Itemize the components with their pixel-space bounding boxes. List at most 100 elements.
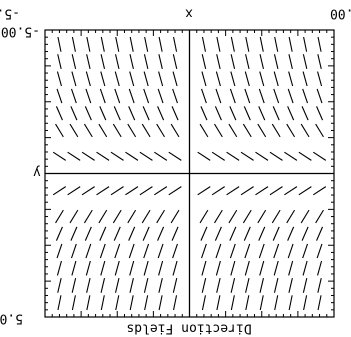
slope-segment (273, 260, 279, 276)
slope-segment (129, 295, 134, 311)
slope-segment (200, 226, 208, 241)
slope-segment (113, 226, 121, 241)
slope-segment (141, 209, 151, 224)
slope-segment (230, 54, 236, 69)
slope-segment (52, 186, 67, 196)
slope-segment (85, 88, 92, 104)
slope-segment (244, 88, 251, 104)
slope-segment (201, 243, 207, 259)
slope-segment (71, 278, 77, 293)
slope-segment (215, 260, 221, 276)
slope-segment (85, 71, 91, 87)
slope-segment (156, 123, 165, 138)
slope-segment (98, 209, 108, 224)
slope-segment (114, 71, 120, 87)
slope-segment (288, 54, 293, 69)
slope-segment (142, 106, 150, 121)
slope-segment (317, 295, 322, 311)
slope-segment (298, 151, 312, 161)
slope-segment (139, 151, 153, 161)
slope-segment (144, 36, 149, 52)
slope-segment (143, 260, 149, 276)
slope-segment (243, 226, 251, 241)
slope-segment (273, 243, 280, 259)
slope-segment (99, 243, 106, 259)
slope-segment (199, 209, 209, 224)
slope-segment (315, 209, 324, 224)
slope-segment (214, 123, 223, 138)
slope-segment (114, 243, 121, 259)
slope-segment (302, 243, 309, 259)
slope-segment (157, 106, 165, 121)
slope-segment (56, 260, 62, 276)
slope-segment (154, 151, 168, 161)
slope-segment (100, 54, 106, 69)
slope-segment (84, 226, 92, 241)
slope-segment (240, 151, 254, 161)
slope-segment (302, 278, 308, 293)
slope-segment (128, 88, 135, 104)
slope-segment (274, 36, 279, 52)
slope-segment (258, 243, 265, 259)
slope-segment (56, 71, 62, 87)
slope-segment (171, 226, 179, 241)
slope-segment (98, 123, 108, 138)
slope-segment (173, 295, 178, 311)
slope-segment (271, 123, 281, 138)
slope-segment (171, 106, 179, 121)
slope-segment (228, 209, 238, 224)
slope-segment (273, 54, 279, 69)
slope-segment (86, 278, 91, 293)
slope-segment (170, 123, 180, 138)
slope-segment (168, 151, 182, 161)
slope-segment (114, 88, 121, 104)
slope-segment (110, 186, 124, 196)
slope-segment (201, 71, 207, 87)
slope-segment (71, 71, 77, 87)
slope-segment (70, 226, 78, 241)
slope-segment (158, 71, 164, 87)
slope-segment (317, 278, 322, 293)
slope-segment (113, 106, 121, 121)
slope-segment (141, 123, 151, 138)
slope-segment (70, 243, 77, 259)
slope-segment (100, 36, 105, 52)
slope-segment (158, 295, 163, 311)
slope-segment (258, 106, 266, 121)
slope-segment (158, 36, 163, 52)
slope-segment (143, 278, 149, 293)
slope-segment (200, 106, 208, 121)
slope-segment (229, 243, 236, 259)
slope-segment (129, 36, 134, 52)
slope-segment (158, 260, 164, 276)
slope-segment (255, 151, 269, 161)
slope-segment (258, 88, 265, 104)
slope-segment (316, 88, 323, 104)
slope-segment (286, 209, 296, 224)
slope-segment (129, 260, 135, 276)
slope-segment (86, 54, 91, 69)
slope-segment (242, 123, 252, 138)
slope-segment (201, 278, 207, 293)
slope-segment (100, 278, 106, 293)
slope-segment (99, 88, 106, 104)
slope-segment (215, 88, 222, 104)
slope-segment (96, 151, 110, 161)
slope-segment (216, 36, 221, 52)
slope-segment (315, 123, 324, 138)
slope-segment (245, 36, 250, 52)
slope-segment (259, 71, 265, 87)
slope-segment (86, 36, 91, 52)
slope-segment (85, 243, 92, 259)
slope-segment (197, 186, 211, 196)
slope-segment (157, 243, 164, 259)
slope-segment (214, 209, 223, 224)
slope-segment (245, 295, 250, 311)
slope-segment (81, 151, 95, 161)
slope-segment (115, 36, 120, 52)
slope-segment (230, 260, 236, 276)
slope-segment (288, 71, 294, 87)
slope-segment (81, 186, 95, 196)
slope-segment (301, 106, 309, 121)
